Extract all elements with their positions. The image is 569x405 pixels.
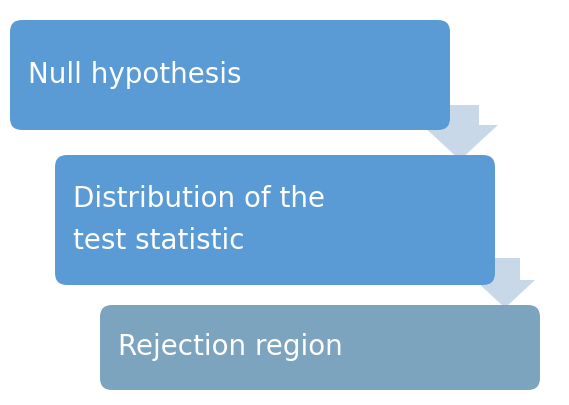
FancyBboxPatch shape [55, 155, 495, 285]
Polygon shape [422, 105, 498, 160]
FancyBboxPatch shape [10, 20, 450, 130]
Polygon shape [475, 258, 535, 308]
Text: Null hypothesis: Null hypothesis [28, 61, 241, 89]
Text: Rejection region: Rejection region [118, 333, 343, 361]
Text: Distribution of the
test statistic: Distribution of the test statistic [73, 185, 325, 255]
FancyBboxPatch shape [100, 305, 540, 390]
